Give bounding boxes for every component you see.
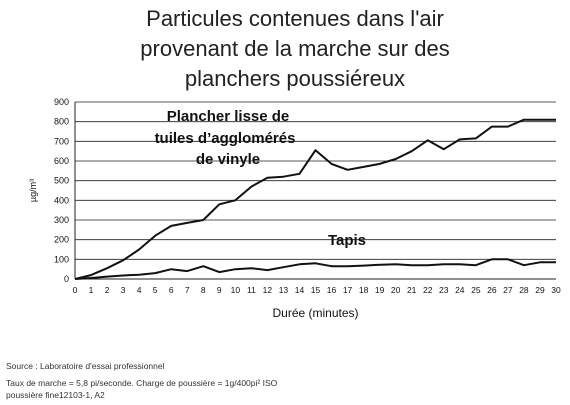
y-tick-label: 100 (54, 254, 69, 264)
x-tick-label: 22 (423, 285, 433, 295)
y-axis-label: µg/m³ (28, 179, 38, 202)
x-tick-label: 19 (375, 285, 385, 295)
y-tick-label: 200 (54, 235, 69, 245)
x-tick-label: 18 (359, 285, 369, 295)
x-tick-label: 9 (217, 285, 222, 295)
x-tick-label: 5 (153, 285, 158, 295)
y-tick-label: 500 (54, 176, 69, 186)
x-tick-label: 12 (263, 285, 273, 295)
y-tick-label: 700 (54, 136, 69, 146)
x-tick-label: 10 (231, 285, 241, 295)
x-tick-label: 6 (169, 285, 174, 295)
y-tick-label: 0 (64, 274, 69, 284)
chart-title-line-1: Particules contenues dans l'air (146, 6, 444, 31)
chart-title: Particules contenues dans l'air provenan… (60, 4, 530, 94)
x-tick-label: 14 (295, 285, 305, 295)
x-tick-label: 17 (343, 285, 353, 295)
test-conditions-note: Taux de marche = 5,8 pi/seconde. Charge … (6, 378, 278, 388)
series-label-vinyl-line-3: de vinyle (196, 151, 260, 168)
x-axis-label: Durée (minutes) (272, 306, 358, 320)
y-tick-label: 600 (54, 156, 69, 166)
x-tick-label: 8 (201, 285, 206, 295)
x-tick-label: 0 (73, 285, 78, 295)
x-tick-label: 24 (455, 285, 465, 295)
x-tick-label: 29 (535, 285, 545, 295)
y-tick-label: 800 (54, 117, 69, 127)
x-tick-label: 30 (551, 285, 561, 295)
x-tick-label: 16 (327, 285, 337, 295)
series-label-vinyl-line-1: Plancher lisse de (167, 108, 290, 125)
y-tick-label: 400 (54, 195, 69, 205)
x-tick-label: 1 (89, 285, 94, 295)
series-label-vinyl-line-2: tuiles d’agglomérés (155, 130, 296, 147)
x-tick-label: 3 (121, 285, 126, 295)
x-tick-label: 15 (311, 285, 321, 295)
x-tick-label: 13 (279, 285, 289, 295)
series-line-1 (74, 118, 556, 280)
x-tick-label: 11 (247, 285, 256, 295)
source-note: Source : Laboratoire d'essai professionn… (6, 361, 165, 371)
x-tick-label: 27 (503, 285, 513, 295)
x-tick-label: 2 (105, 285, 110, 295)
x-tick-label: 21 (407, 285, 417, 295)
x-tick-label: 23 (439, 285, 449, 295)
series-label-tapis: Tapis (328, 232, 366, 249)
series-line-2 (74, 258, 556, 280)
x-tick-label: 26 (487, 285, 497, 295)
dust-spec-note: poussière fine12103-1, A2 (6, 390, 105, 400)
x-tick-label: 20 (391, 285, 401, 295)
x-tick-label: 25 (471, 285, 481, 295)
chart-title-line-3: planchers poussiéreux (184, 66, 406, 91)
x-tick-label: 4 (137, 285, 142, 295)
chart-title-line-2: provenant de la marche sur des (140, 36, 450, 61)
x-tick-label: 7 (185, 285, 190, 295)
y-tick-label: 900 (54, 97, 69, 107)
x-tick-label: 28 (519, 285, 529, 295)
y-tick-label: 300 (54, 215, 69, 225)
